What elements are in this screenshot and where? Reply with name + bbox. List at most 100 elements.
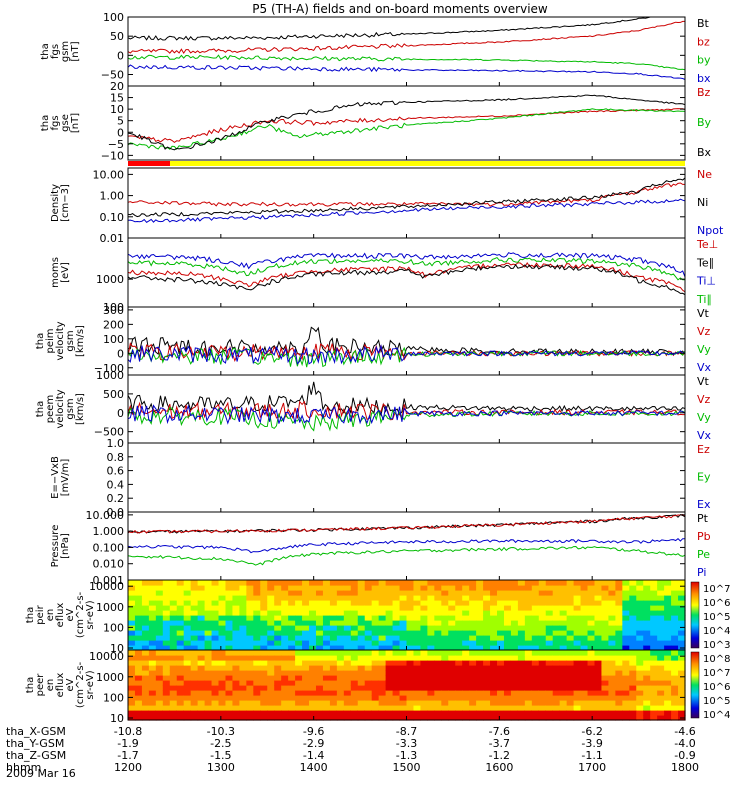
spectrogram-cell — [503, 670, 512, 676]
spectrogram-cell — [608, 605, 616, 611]
spectrogram-cell — [664, 675, 672, 681]
x-tick-label: -8.7 — [396, 725, 417, 738]
spectrogram-cell — [246, 580, 254, 586]
spectrogram-cell — [295, 660, 303, 666]
spectrogram-cell — [650, 595, 658, 601]
spectrogram-cell — [385, 660, 394, 666]
spectrogram-cell — [239, 585, 247, 591]
spectrogram-cell — [357, 620, 366, 626]
spectrogram-cell — [295, 650, 303, 656]
spectrogram-cell — [302, 655, 310, 661]
spectrogram-cell — [580, 665, 589, 671]
spectrogram-cell — [392, 645, 401, 651]
spectrogram-cell — [336, 690, 345, 696]
spectrogram-cell — [559, 605, 568, 611]
spectrogram-cell — [134, 670, 143, 676]
spectrogram-cell — [517, 665, 526, 671]
spectrogram-cell — [204, 660, 213, 666]
spectrogram-cell — [678, 700, 686, 706]
spectrogram-cell — [197, 680, 206, 686]
spectrogram-cell — [176, 585, 185, 591]
spectrogram-cell — [510, 615, 519, 621]
spectrogram-cell — [309, 695, 317, 701]
spectrogram-cell — [455, 675, 463, 681]
spectrogram-cell — [601, 600, 610, 606]
spectrogram-cell — [162, 615, 171, 621]
spectrogram-cell — [211, 635, 220, 641]
spectrogram-cell — [664, 695, 672, 701]
spectrogram-cell — [392, 680, 401, 686]
spectrogram-cell — [378, 695, 387, 701]
y-axis-label-line: tha — [25, 607, 36, 623]
y-axis-label-line: fgs — [50, 115, 61, 130]
spectrogram-cell — [594, 700, 603, 706]
spectrogram-cell — [462, 665, 470, 671]
spectrogram-cell — [329, 615, 338, 621]
spectrogram-cell — [315, 665, 324, 671]
spectrogram-cell — [134, 655, 143, 661]
spectrogram-cell — [441, 630, 449, 636]
spectrogram-cell — [302, 640, 310, 646]
spectrogram-cell — [385, 585, 394, 591]
spectrogram-cell — [615, 695, 623, 701]
spectrogram-cell — [253, 695, 261, 701]
y-tick-label: −5 — [108, 138, 124, 151]
spectrogram-cell — [232, 625, 240, 631]
spectrogram-cell — [413, 635, 422, 641]
spectrogram-cell — [288, 680, 296, 686]
spectrogram-cell — [253, 660, 261, 666]
spectrogram-cell — [671, 620, 679, 626]
y-axis-label-line: eV — [65, 678, 76, 691]
spectrogram-cell — [225, 615, 234, 621]
spectrogram-cell — [566, 600, 575, 606]
x-tick-label: -1.1 — [581, 749, 602, 762]
spectrogram-cell — [288, 660, 296, 666]
spectrogram-cell — [295, 690, 303, 696]
spectrogram-cell — [490, 710, 498, 716]
spectrogram-cell — [601, 655, 610, 661]
spectrogram-cell — [559, 630, 568, 636]
spectrogram-cell — [455, 700, 463, 706]
spectrogram-cell — [329, 715, 338, 721]
spectrogram-cell — [441, 695, 449, 701]
spectrogram-cell — [336, 640, 345, 646]
spectrogram-cell — [246, 595, 254, 601]
spectrogram-cell — [148, 600, 157, 606]
spectrogram-cell — [225, 585, 234, 591]
spectrogram-cell — [336, 580, 345, 586]
date-label: 2009 Mar 16 — [6, 767, 76, 780]
spectrogram-cell — [490, 635, 498, 641]
spectrogram-cell — [260, 685, 268, 691]
spectrogram-cell — [309, 685, 317, 691]
spectrogram-cell — [434, 655, 442, 661]
spectrogram-cell — [636, 630, 644, 636]
series-line — [127, 94, 686, 151]
spectrogram-cell — [671, 685, 679, 691]
spectrogram-cell — [218, 695, 227, 701]
spectrogram-cell — [657, 585, 665, 591]
spectrogram-cell — [267, 695, 275, 701]
spectrogram-cell — [587, 665, 596, 671]
spectrogram-cell — [204, 640, 213, 646]
x-tick-label: 1800 — [671, 761, 699, 774]
spectrogram-cell — [128, 615, 136, 621]
spectrogram-cell — [267, 625, 275, 631]
spectrogram-cell — [176, 605, 185, 611]
spectrogram-cell — [490, 660, 498, 666]
x-tick-label: -6.2 — [581, 725, 602, 738]
spectrogram-cell — [232, 640, 240, 646]
spectrogram-cell — [336, 630, 345, 636]
spectrogram-cell — [357, 655, 366, 661]
spectrogram-cell — [573, 660, 582, 666]
spectrogram-cell — [246, 640, 254, 646]
spectrogram-cell — [392, 710, 401, 716]
spectrogram-cell — [629, 640, 637, 646]
spectrogram-cell — [552, 585, 561, 591]
spectrogram-cell — [566, 670, 575, 676]
spectrogram-cell — [678, 655, 686, 661]
spectrogram-cell — [650, 670, 658, 676]
x-tick-label: -9.6 — [303, 725, 324, 738]
spectrogram-cell — [253, 590, 261, 596]
spectrogram-cell — [615, 705, 623, 711]
spectrogram-cell — [302, 680, 310, 686]
